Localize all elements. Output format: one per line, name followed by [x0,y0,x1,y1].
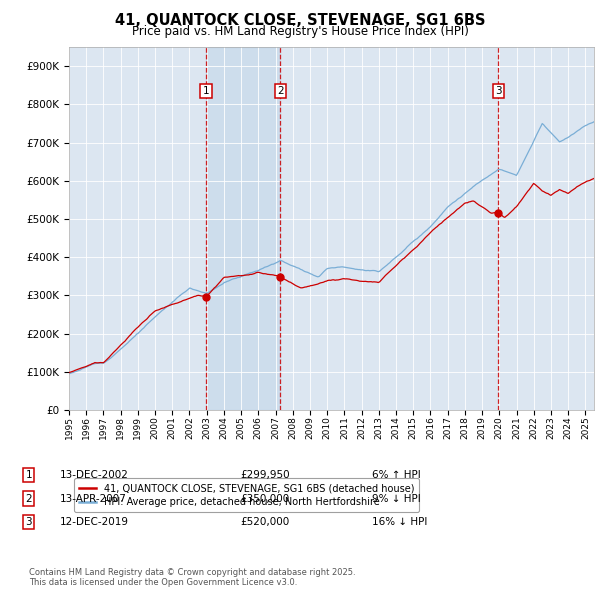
Text: 13-APR-2007: 13-APR-2007 [60,494,127,503]
Text: 1: 1 [203,86,209,96]
Text: £520,000: £520,000 [240,517,289,527]
Text: £350,000: £350,000 [240,494,289,503]
Bar [206,47,280,410]
Legend: 41, QUANTOCK CLOSE, STEVENAGE, SG1 6BS (detached house), HPI: Average price, det: 41, QUANTOCK CLOSE, STEVENAGE, SG1 6BS (… [74,478,419,512]
Text: 13-DEC-2002: 13-DEC-2002 [60,470,129,480]
Text: Price paid vs. HM Land Registry's House Price Index (HPI): Price paid vs. HM Land Registry's House … [131,25,469,38]
Text: 1: 1 [25,470,32,480]
Text: Contains HM Land Registry data © Crown copyright and database right 2025.
This d: Contains HM Land Registry data © Crown c… [29,568,355,587]
Text: 3: 3 [25,517,32,527]
Text: 9% ↓ HPI: 9% ↓ HPI [372,494,421,503]
Text: 16% ↓ HPI: 16% ↓ HPI [372,517,427,527]
Text: 12-DEC-2019: 12-DEC-2019 [60,517,129,527]
Text: £299,950: £299,950 [240,470,290,480]
Text: 41, QUANTOCK CLOSE, STEVENAGE, SG1 6BS: 41, QUANTOCK CLOSE, STEVENAGE, SG1 6BS [115,13,485,28]
Text: 2: 2 [277,86,284,96]
Text: 3: 3 [495,86,502,96]
Text: 6% ↑ HPI: 6% ↑ HPI [372,470,421,480]
Text: 2: 2 [25,494,32,503]
